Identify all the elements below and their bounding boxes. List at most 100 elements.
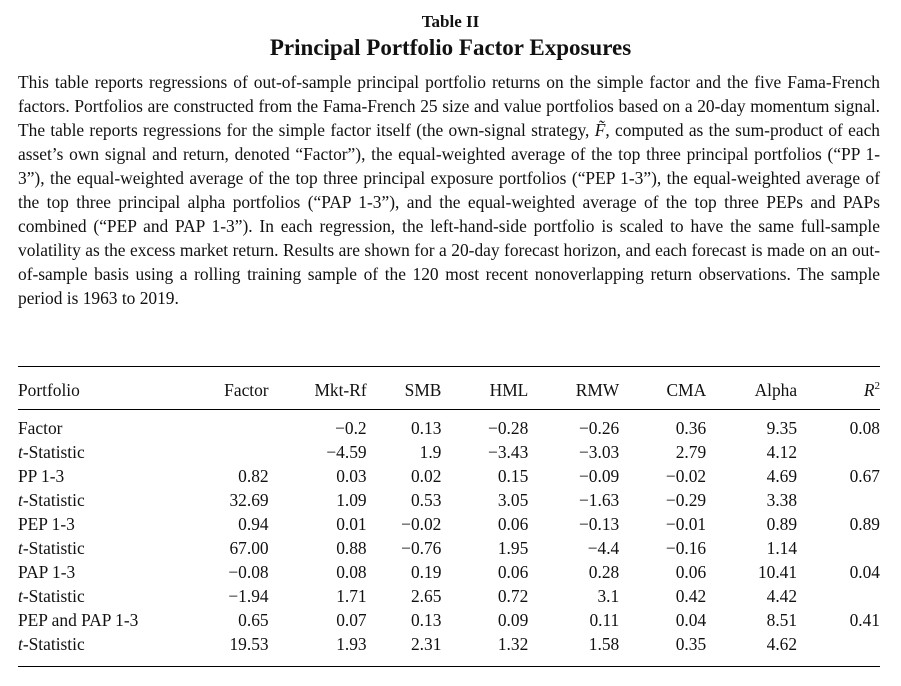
row-label-italic-prefix: t [18,441,23,462]
results-table: Portfolio Factor Mkt-Rf SMB HML RMW CMA … [18,372,880,656]
cell-hml: 0.09 [497,609,529,630]
col-header-cma: CMA [666,379,707,400]
col-header-mktrf: Mkt-Rf [314,379,367,400]
cell-smb: 0.13 [410,609,442,630]
row-label: PP 1-3 [18,464,180,488]
table-row: t-Statistic −4.59 1.9 −3.43 −3.03 2.79 4.12 [18,440,880,464]
cell-alpha: 9.35 [766,417,798,438]
cell-smb: −0.02 [401,513,442,534]
cell-factor: 32.69 [229,489,269,510]
cell-rmw: −0.26 [578,417,620,438]
header-row: Portfolio Factor Mkt-Rf SMB HML RMW CMA … [18,372,880,408]
cell-r2: 0.04 [849,561,880,582]
cell-alpha: 1.14 [766,537,798,558]
cell-r2 [797,440,880,464]
col-header-hml: HML [489,379,529,400]
cell-rmw: 0.11 [589,609,620,630]
table-title: Principal Portfolio Factor Exposures [269,35,632,60]
cell-factor [180,440,269,464]
table-row: PAP 1-3 −0.08 0.08 0.19 0.06 0.28 0.06 10.41 0.0… [18,560,880,584]
cell-hml: 1.95 [497,537,529,558]
cell-r2 [797,488,880,512]
cell-mktrf: 1.93 [336,633,367,654]
cell-cma: 0.35 [675,633,707,654]
row-label: t-Statistic [18,632,180,656]
table-row: t-Statistic 67.00 0.88 −0.76 1.95 −4.4 −0.16 1.… [18,536,880,560]
cell-r2: 0.89 [849,513,880,534]
cell-rmw: −1.63 [578,489,620,510]
row-label-italic-prefix: t [18,489,23,510]
cell-factor: −0.08 [228,561,269,582]
row-label-text: -Statistic [22,585,85,606]
caption-part-1: This table reports regressions of out-of… [18,72,880,140]
cell-r2 [797,632,880,656]
cell-factor [180,408,269,440]
cell-r2: 0.41 [849,609,880,630]
row-label-text: PEP and PAP 1-3 [18,609,139,630]
cell-smb: 2.31 [410,633,442,654]
row-label: PAP 1-3 [18,560,180,584]
cell-cma: 0.36 [675,417,707,438]
col-header-alpha: Alpha [754,379,798,400]
cell-alpha: 3.38 [766,489,798,510]
cell-hml: −0.28 [488,417,529,438]
row-label-text: PEP 1-3 [18,513,75,534]
cell-rmw: −4.4 [587,537,620,558]
cell-rmw: −3.03 [578,441,620,462]
cell-alpha: 4.69 [766,465,798,486]
cell-r2 [797,584,880,608]
cell-hml: 0.06 [497,513,529,534]
cell-cma: −0.29 [665,489,707,510]
cell-factor: 0.65 [238,609,269,630]
table-bottom-rule [18,666,880,667]
cell-hml: 3.05 [497,489,529,510]
cell-mktrf: 1.71 [336,585,367,606]
cell-rmw: −0.09 [578,465,620,486]
cell-mktrf: −0.2 [335,417,367,438]
row-label: PEP 1-3 [18,512,180,536]
cell-mktrf: 0.01 [336,513,367,534]
cell-rmw: −0.13 [578,513,620,534]
cell-factor: 0.82 [238,465,269,486]
cell-cma: −0.02 [665,465,707,486]
row-label-italic-prefix: t [18,537,23,558]
row-label-italic-prefix: t [18,585,23,606]
cell-factor: 19.53 [229,633,269,654]
cell-smb: 0.02 [410,465,442,486]
row-label: t-Statistic [18,488,180,512]
cell-cma: −0.01 [665,513,707,534]
cell-smb: 0.19 [410,561,442,582]
table-row: t-Statistic 19.53 1.93 2.31 1.32 1.58 0.35 4.62 [18,632,880,656]
row-label: PEP and PAP 1-3 [18,608,180,632]
cell-hml: 0.06 [497,561,529,582]
cell-mktrf: −4.59 [326,441,367,462]
table-row: t-Statistic −1.94 1.71 2.65 0.72 3.1 0.42 4.42 [18,584,880,608]
col-header-r2: R2 [797,372,880,408]
cell-r2: 0.08 [849,417,880,438]
cell-hml: −3.43 [488,441,529,462]
cell-rmw: 3.1 [597,585,620,606]
cell-alpha: 0.89 [766,513,798,534]
cell-cma: 0.42 [675,585,707,606]
col-header-portfolio: Portfolio [18,379,80,400]
table-row: Factor −0.2 0.13 −0.28 −0.26 0.36 9.35 0.08 [18,408,880,440]
cell-smb: 1.9 [419,441,442,462]
cell-smb: 0.13 [410,417,442,438]
cell-rmw: 0.28 [588,561,620,582]
f-tilde-symbol: F̃ [594,120,606,140]
table-row: t-Statistic 32.69 1.09 0.53 3.05 −1.63 −0.29 3.… [18,488,880,512]
row-label-text: Factor [18,417,63,438]
cell-mktrf: 0.07 [336,609,367,630]
cell-mktrf: 0.03 [336,465,367,486]
row-label: Factor [18,408,180,440]
row-label-text: PAP 1-3 [18,561,76,582]
cell-rmw: 1.58 [588,633,620,654]
table-row: PEP and PAP 1-3 0.65 0.07 0.13 0.09 0.11 0.04 8… [18,608,880,632]
row-label-text: -Statistic [22,441,85,462]
cell-factor: 0.94 [238,513,269,534]
table-body: Factor −0.2 0.13 −0.28 −0.26 0.36 9.35 0.08 t-St… [18,408,880,656]
table-row: PP 1-3 0.82 0.03 0.02 0.15 −0.09 −0.02 4.69 0.67 [18,464,880,488]
col-header-rmw: RMW [575,379,620,400]
cell-alpha: 4.62 [766,633,798,654]
